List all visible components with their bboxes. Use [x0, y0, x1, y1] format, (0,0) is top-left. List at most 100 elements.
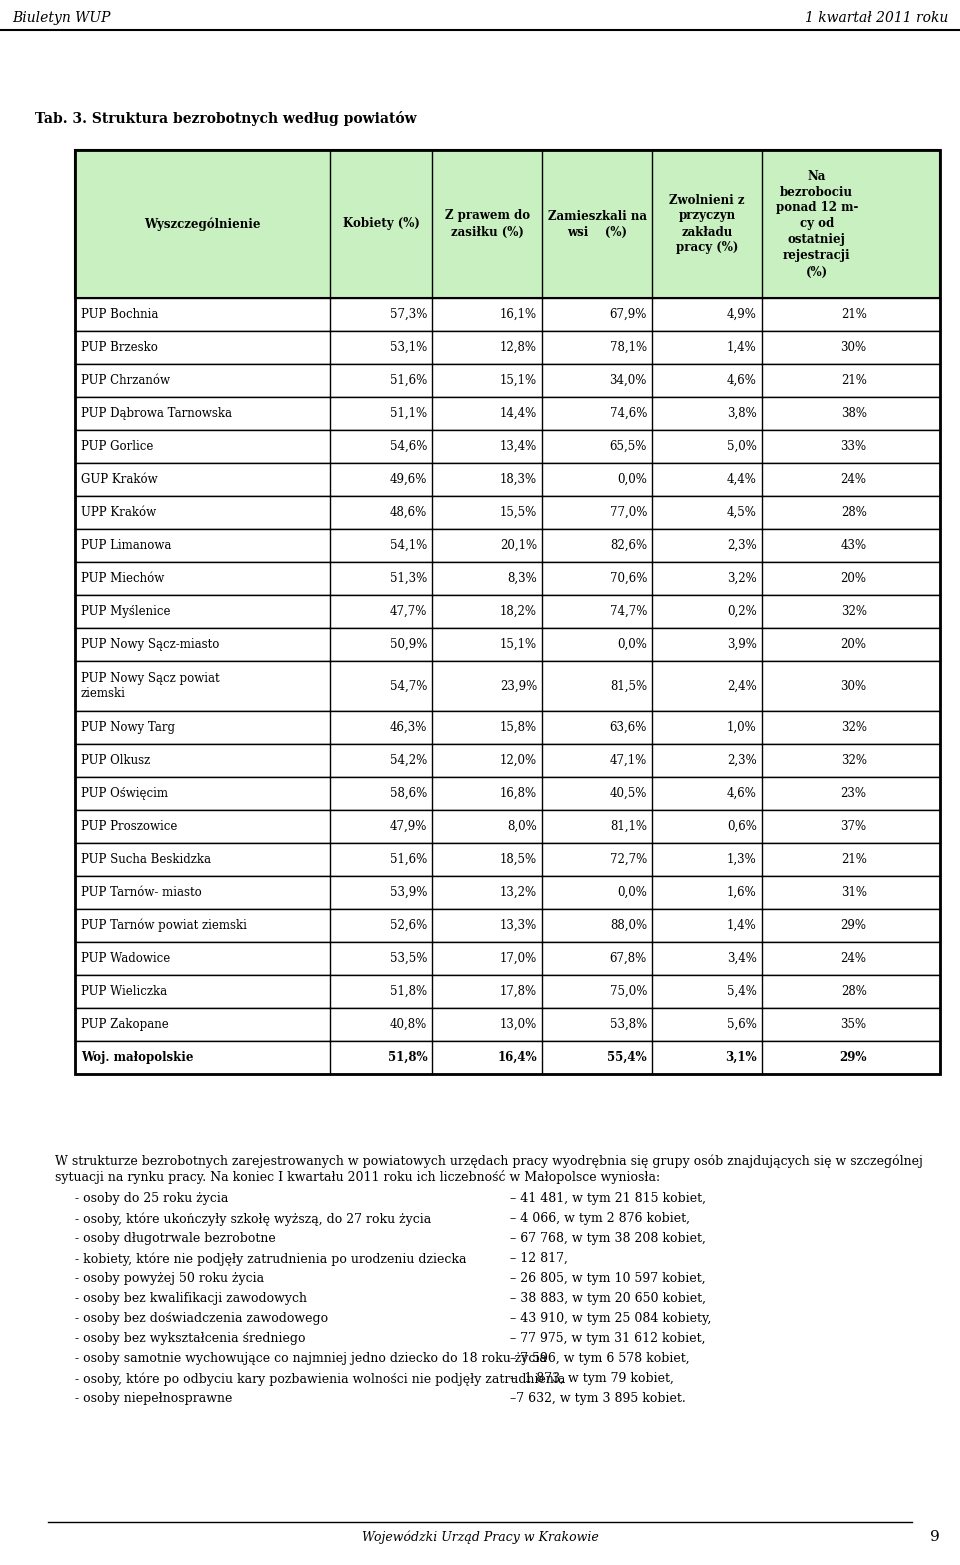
Bar — [75, 711, 940, 743]
Text: 51,8%: 51,8% — [390, 984, 427, 998]
Text: –7 632, w tym 3 895 kobiet.: –7 632, w tym 3 895 kobiet. — [510, 1391, 685, 1405]
Bar — [75, 398, 940, 430]
Text: PUP Wieliczka: PUP Wieliczka — [81, 984, 167, 998]
Text: 52,6%: 52,6% — [390, 919, 427, 933]
Text: 53,8%: 53,8% — [610, 1017, 647, 1031]
Text: 18,3%: 18,3% — [500, 473, 537, 487]
Text: 54,7%: 54,7% — [390, 679, 427, 692]
Text: – 77 975, w tym 31 612 kobiet,: – 77 975, w tym 31 612 kobiet, — [510, 1332, 706, 1344]
Text: 13,0%: 13,0% — [500, 1017, 537, 1031]
Text: 20,1%: 20,1% — [500, 538, 537, 552]
Text: 40,8%: 40,8% — [390, 1017, 427, 1031]
Text: - osoby bez kwalifikacji zawodowych: - osoby bez kwalifikacji zawodowych — [75, 1293, 307, 1305]
Text: – 67 768, w tym 38 208 kobiet,: – 67 768, w tym 38 208 kobiet, — [510, 1232, 706, 1246]
Bar — [75, 430, 940, 463]
Text: – 38 883, w tym 20 650 kobiet,: – 38 883, w tym 20 650 kobiet, — [510, 1293, 706, 1305]
Bar — [75, 496, 940, 529]
Text: 14,4%: 14,4% — [500, 407, 537, 419]
Text: 2,3%: 2,3% — [727, 754, 756, 767]
Text: 20%: 20% — [841, 571, 867, 585]
Text: - kobiety, które nie podjęły zatrudnienia po urodzeniu dziecka: - kobiety, które nie podjęły zatrudnieni… — [75, 1252, 467, 1266]
Text: 31%: 31% — [841, 886, 867, 898]
Text: 4,4%: 4,4% — [727, 473, 756, 487]
Text: 72,7%: 72,7% — [610, 853, 647, 865]
Text: 5,4%: 5,4% — [727, 984, 756, 998]
Text: PUP Gorlice: PUP Gorlice — [81, 440, 154, 452]
Text: Z prawem do
zasiłku (%): Z prawem do zasiłku (%) — [444, 210, 530, 238]
Text: - osoby długotrwale bezrobotne: - osoby długotrwale bezrobotne — [75, 1232, 276, 1246]
Text: 37%: 37% — [841, 820, 867, 833]
Text: 51,6%: 51,6% — [390, 853, 427, 865]
Text: 29%: 29% — [841, 919, 867, 933]
Text: sytuacji na rynku pracy. Na koniec I kwartału 2011 roku ich liczebność w Małopol: sytuacji na rynku pracy. Na koniec I kwa… — [55, 1171, 660, 1185]
Text: 9: 9 — [930, 1531, 940, 1545]
Text: – 41 481, w tym 21 815 kobiet,: – 41 481, w tym 21 815 kobiet, — [510, 1193, 706, 1205]
Text: 57,3%: 57,3% — [390, 308, 427, 321]
Text: 1,4%: 1,4% — [727, 341, 756, 354]
Text: 24%: 24% — [841, 952, 867, 966]
Text: - osoby bez wykształcenia średniego: - osoby bez wykształcenia średniego — [75, 1332, 305, 1344]
Text: 77,0%: 77,0% — [610, 505, 647, 520]
Text: 4,9%: 4,9% — [727, 308, 756, 321]
Text: 49,6%: 49,6% — [390, 473, 427, 487]
Bar — [75, 975, 940, 1008]
Text: 47,7%: 47,7% — [390, 606, 427, 618]
Text: 13,2%: 13,2% — [500, 886, 537, 898]
Text: 40,5%: 40,5% — [610, 787, 647, 800]
Text: - osoby samotnie wychowujące co najmniej jedno dziecko do 18 roku życia: - osoby samotnie wychowujące co najmniej… — [75, 1352, 547, 1365]
Text: 47,1%: 47,1% — [610, 754, 647, 767]
Bar — [75, 463, 940, 496]
Text: 81,1%: 81,1% — [610, 820, 647, 833]
Text: 5,0%: 5,0% — [727, 440, 756, 452]
Bar — [75, 562, 940, 595]
Text: 35%: 35% — [841, 1017, 867, 1031]
Bar — [75, 150, 940, 1074]
Text: 8,0%: 8,0% — [507, 820, 537, 833]
Text: – 4 066, w tym 2 876 kobiet,: – 4 066, w tym 2 876 kobiet, — [510, 1211, 690, 1225]
Text: 21%: 21% — [841, 308, 867, 321]
Text: –  1 873, w tym 79 kobiet,: – 1 873, w tym 79 kobiet, — [510, 1373, 674, 1385]
Text: - osoby bez doświadczenia zawodowego: - osoby bez doświadczenia zawodowego — [75, 1311, 328, 1326]
Text: 1,6%: 1,6% — [727, 886, 756, 898]
Text: PUP Olkusz: PUP Olkusz — [81, 754, 151, 767]
Text: - osoby do 25 roku życia: - osoby do 25 roku życia — [75, 1193, 228, 1205]
Text: 1,0%: 1,0% — [727, 721, 756, 734]
Text: 1,4%: 1,4% — [727, 919, 756, 933]
Text: 2,3%: 2,3% — [727, 538, 756, 552]
Bar — [75, 365, 940, 398]
Bar — [75, 776, 940, 811]
Text: 54,2%: 54,2% — [390, 754, 427, 767]
Bar — [75, 150, 940, 297]
Text: 53,5%: 53,5% — [390, 952, 427, 966]
Text: 28%: 28% — [841, 984, 867, 998]
Text: PUP Wadowice: PUP Wadowice — [81, 952, 170, 966]
Text: - osoby niepełnosprawne: - osoby niepełnosprawne — [75, 1391, 232, 1405]
Text: 12,8%: 12,8% — [500, 341, 537, 354]
Text: PUP Myślenice: PUP Myślenice — [81, 606, 171, 618]
Bar — [75, 628, 940, 660]
Text: 30%: 30% — [841, 341, 867, 354]
Text: PUP Chrzanów: PUP Chrzanów — [81, 374, 170, 387]
Bar — [75, 529, 940, 562]
Text: 0,0%: 0,0% — [617, 639, 647, 651]
Text: 4,6%: 4,6% — [727, 787, 756, 800]
Text: 51,3%: 51,3% — [390, 571, 427, 585]
Text: 23%: 23% — [841, 787, 867, 800]
Text: 23,9%: 23,9% — [500, 679, 537, 692]
Text: 1 kwartał 2011 roku: 1 kwartał 2011 roku — [804, 11, 948, 25]
Text: 5,6%: 5,6% — [727, 1017, 756, 1031]
Text: 29%: 29% — [839, 1052, 867, 1064]
Text: 4,5%: 4,5% — [727, 505, 756, 520]
Text: 16,4%: 16,4% — [497, 1052, 537, 1064]
Text: 54,1%: 54,1% — [390, 538, 427, 552]
Text: 34,0%: 34,0% — [610, 374, 647, 387]
Text: – 12 817,: – 12 817, — [510, 1252, 568, 1265]
Text: 74,6%: 74,6% — [610, 407, 647, 419]
Text: Biuletyn WUP: Biuletyn WUP — [12, 11, 110, 25]
Text: 48,6%: 48,6% — [390, 505, 427, 520]
Text: 51,1%: 51,1% — [390, 407, 427, 419]
Text: 2,4%: 2,4% — [727, 679, 756, 692]
Text: 32%: 32% — [841, 754, 867, 767]
Text: 18,2%: 18,2% — [500, 606, 537, 618]
Text: PUP Bochnia: PUP Bochnia — [81, 308, 158, 321]
